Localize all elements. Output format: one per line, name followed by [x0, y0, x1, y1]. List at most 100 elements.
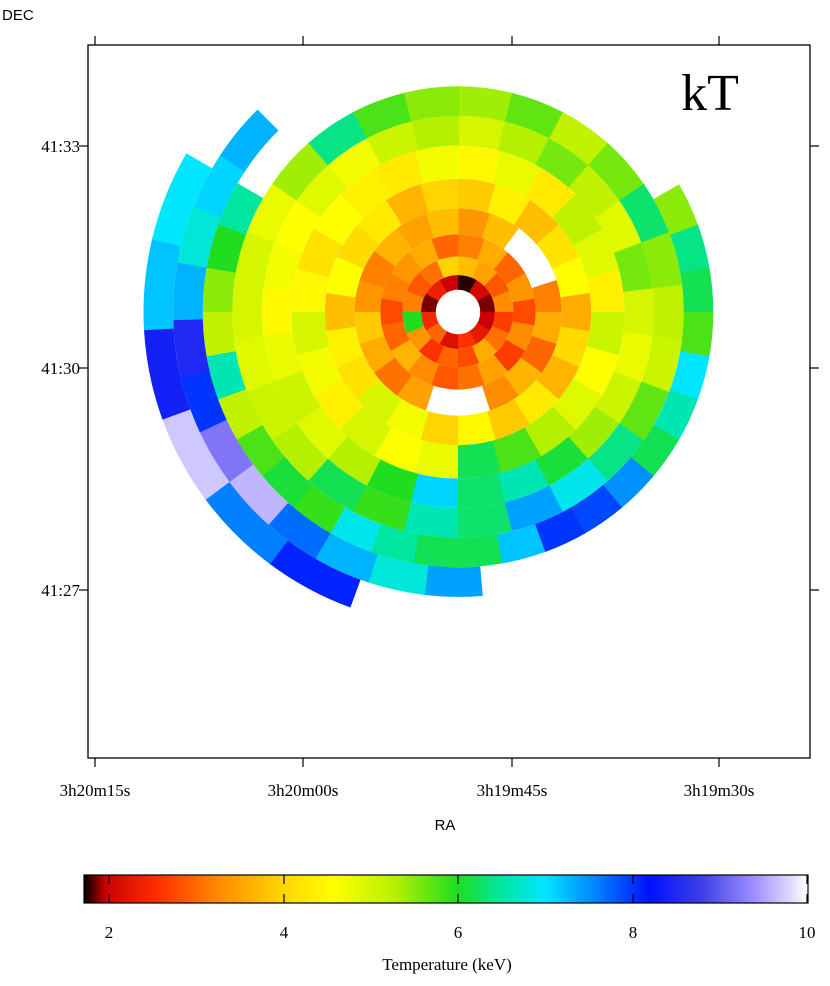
y-tick-label: 41:27 — [41, 581, 80, 600]
temperature-cell — [406, 325, 432, 352]
temperature-cell — [340, 167, 392, 218]
temperature-cell — [531, 279, 562, 313]
temperature-cell — [457, 385, 491, 416]
temperature-cell — [484, 326, 510, 352]
temperature-cell — [228, 463, 289, 525]
temperature-cell — [641, 231, 683, 290]
temperature-cell — [551, 378, 603, 431]
temperature-cell — [291, 268, 330, 312]
temperature-cell — [492, 312, 514, 334]
temperature-cell — [336, 354, 380, 400]
temperature-cell — [482, 213, 520, 250]
temperature-cell — [366, 121, 419, 165]
temperature-cell — [548, 458, 608, 513]
x-axis-label: RA — [435, 817, 456, 834]
temperature-cell — [472, 260, 498, 286]
temperature-cell — [456, 534, 503, 568]
temperature-cell — [524, 167, 577, 219]
temperature-cell — [469, 279, 491, 301]
temperature-cell — [173, 261, 207, 321]
temperature-cell — [390, 339, 423, 372]
temperature-cell — [204, 480, 288, 565]
temperature-cell — [456, 473, 505, 509]
temperature-cell — [313, 378, 364, 430]
temperature-cell — [680, 312, 714, 358]
temperature-cell — [520, 251, 557, 289]
temperature-cell — [514, 199, 560, 245]
temperature-cell — [457, 331, 477, 350]
temperature-cell — [161, 408, 230, 500]
temperature-cell — [232, 283, 264, 340]
temperature-cell — [206, 350, 246, 400]
y-tick-label: 41:30 — [41, 359, 80, 378]
temperature-cell — [236, 423, 286, 477]
temperature-cell — [261, 456, 313, 508]
temperature-cell — [374, 150, 425, 197]
x-tick-label: 3h19m30s — [684, 781, 755, 800]
temperature-cell — [534, 507, 586, 553]
colorbar-tick-label: 4 — [280, 923, 289, 942]
y-tick-label: 41:33 — [41, 137, 80, 156]
temperature-cell — [263, 331, 303, 382]
temperature-cell — [573, 228, 620, 279]
temperature-cell — [374, 427, 424, 473]
temperature-cell — [339, 405, 392, 457]
temperature-cell — [549, 112, 609, 166]
temperature-cell — [357, 199, 403, 245]
frame-ticks — [79, 36, 819, 767]
temperature-cell — [425, 279, 447, 301]
temperature-cell — [336, 224, 381, 269]
temperature-cell — [418, 260, 445, 286]
temperature-cell — [410, 473, 458, 509]
temperature-cell — [457, 364, 485, 390]
temperature-cell — [297, 228, 343, 278]
temperature-cell — [327, 137, 382, 188]
temperature-cell — [458, 145, 502, 184]
temperature-cell — [669, 351, 710, 401]
temperature-cell — [520, 336, 557, 374]
temperature-cell — [385, 398, 429, 440]
temperature-cell — [291, 311, 330, 356]
temperature-cell — [366, 553, 429, 595]
temperature-cell — [414, 145, 459, 184]
temperature-cell — [421, 293, 439, 312]
temperature-cell — [534, 436, 589, 487]
temperature-cell — [396, 374, 434, 411]
temperature-cell — [374, 227, 413, 267]
temperature-cell — [618, 381, 670, 442]
x-tick-label: 3h19m45s — [477, 781, 548, 800]
temperature-cell — [292, 484, 346, 534]
temperature-cell — [469, 323, 491, 345]
temperature-cell — [484, 272, 510, 299]
temperature-cell — [296, 164, 349, 218]
temperature-cell — [506, 273, 535, 303]
temperature-cell — [568, 165, 620, 219]
temperature-cell — [369, 523, 419, 564]
temperature-cell — [623, 288, 655, 337]
temperature-cell — [458, 256, 480, 278]
temperature-cell — [613, 242, 653, 293]
temperature-cell — [329, 506, 381, 552]
temperature-cell — [267, 501, 331, 559]
colorbar-label: Temperature (keV) — [382, 955, 512, 974]
temperature-cell — [274, 370, 321, 424]
temperature-cell — [492, 290, 514, 313]
temperature-cell — [536, 224, 580, 270]
temperature-cell — [491, 427, 542, 474]
temperature-cell — [397, 213, 435, 250]
temperature-cell — [406, 272, 432, 298]
temperature-cell — [486, 399, 531, 440]
temperature-cell — [365, 459, 419, 503]
temperature-cell — [380, 298, 404, 326]
temperature-cell — [586, 268, 625, 313]
temperature-cell — [313, 193, 365, 246]
temperature-cell — [326, 326, 364, 368]
temperature-cell — [456, 502, 513, 538]
temperature-cell — [353, 92, 413, 139]
temperature-cell — [412, 534, 458, 568]
temperature-cell — [613, 332, 653, 383]
temperature-cell — [458, 234, 485, 260]
temperature-cell — [497, 459, 550, 503]
temperature-cell — [206, 223, 247, 273]
